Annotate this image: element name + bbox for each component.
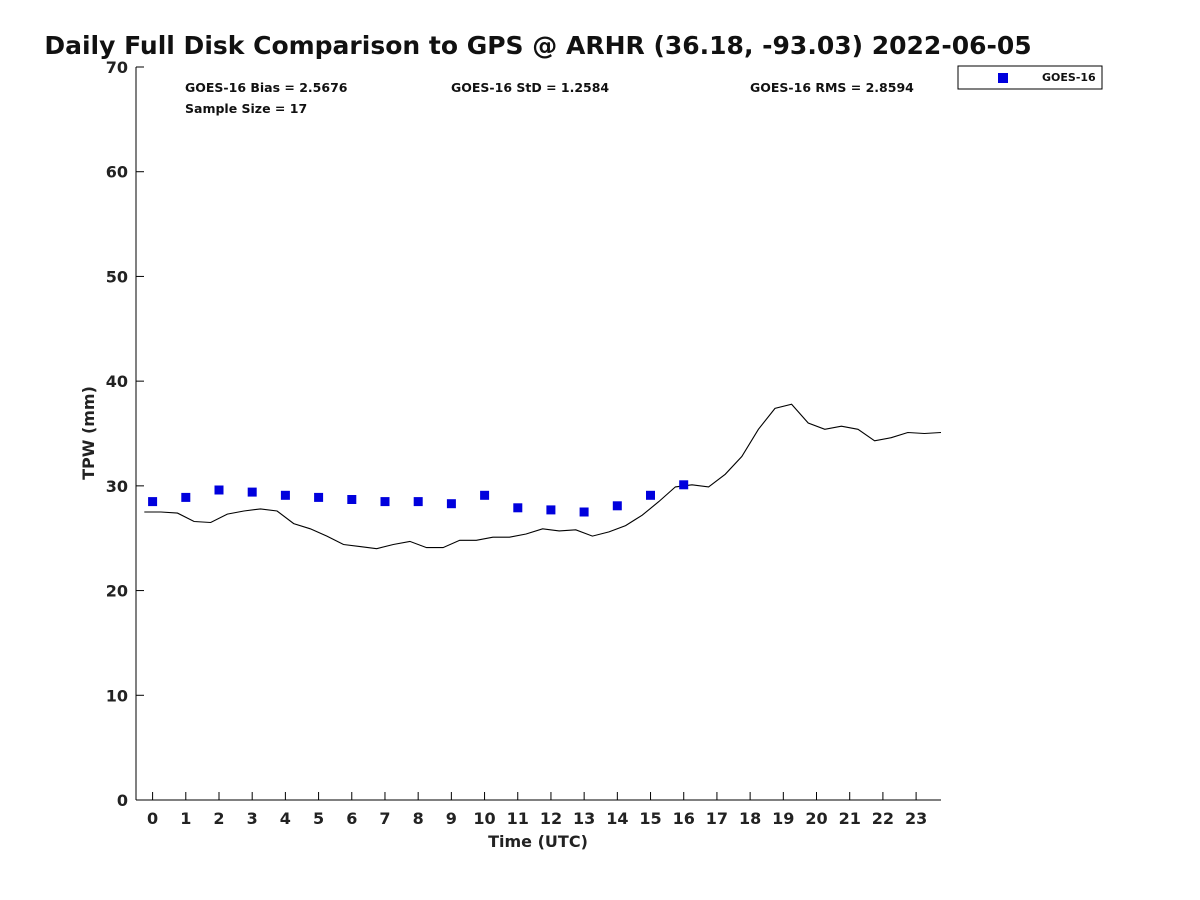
legend-box [957, 65, 1103, 90]
gps-tpw-line [144, 403, 942, 550]
rms-stat: GOES-16 RMS = 2.8594 [750, 80, 914, 95]
x-tick-label: 10 [473, 809, 495, 828]
x-tick-label: 18 [739, 809, 761, 828]
goes16-point [546, 505, 556, 515]
goes16-point [347, 495, 357, 504]
y-tick-label: 20 [106, 582, 128, 601]
y-tick-label: 30 [106, 477, 128, 496]
x-tick-label: 19 [772, 809, 794, 828]
goes16-point [314, 492, 324, 502]
goes16-point [480, 490, 490, 500]
sample-size-stat: Sample Size = 17 [185, 101, 307, 116]
y-tick-label: 70 [106, 58, 128, 77]
x-tick-label: 17 [706, 809, 728, 828]
x-tick-label: 5 [313, 809, 324, 828]
x-tick-label: 6 [346, 809, 357, 828]
x-tick-label: 14 [606, 809, 628, 828]
x-tick-label: 8 [413, 809, 424, 828]
y-tick-label: 50 [106, 267, 128, 286]
x-tick-label: 11 [507, 809, 529, 828]
legend-marker-goes16 [998, 73, 1008, 83]
bias-stat: GOES-16 Bias = 2.5676 [185, 80, 348, 95]
goes16-point [513, 503, 523, 513]
y-tick-label: 40 [106, 372, 128, 391]
goes16-point [280, 490, 290, 500]
goes16-point [148, 497, 158, 507]
chart-title: Daily Full Disk Comparison to GPS @ ARHR… [44, 31, 1031, 60]
legend-label-goes16: GOES-16 [1042, 71, 1096, 84]
x-tick-label: 1 [180, 809, 191, 828]
x-tick-label: 15 [639, 809, 661, 828]
goes16-point [247, 487, 257, 497]
series-layer [144, 403, 942, 550]
x-tick-label: 0 [147, 809, 158, 828]
x-tick-label: 21 [839, 809, 861, 828]
y-tick-label: 10 [106, 686, 128, 705]
goes16-point [679, 480, 689, 490]
goes16-point [579, 507, 589, 517]
x-tick-label: 4 [280, 809, 291, 828]
x-axis: 0 1 2 3 4 5 6 7 8 9 10 11 12 13 14 15 16 17 18 19 20 21 22 23 [136, 792, 941, 828]
x-tick-label: 16 [673, 809, 695, 828]
x-tick-label: 9 [446, 809, 457, 828]
goes16-point [214, 485, 224, 495]
legend: GOES-16 [957, 65, 1103, 90]
x-tick-label: 22 [872, 809, 894, 828]
x-axis-label: Time (UTC) [488, 832, 588, 851]
plot-area [136, 67, 941, 800]
x-tick-label: 3 [247, 809, 258, 828]
x-tick-label: 20 [805, 809, 827, 828]
y-tick-label: 60 [106, 163, 128, 182]
goes16-point [446, 499, 456, 509]
x-tick-label: 2 [213, 809, 224, 828]
y-axis-label: TPW (mm) [79, 386, 98, 480]
goes16-point [612, 501, 622, 511]
goes16-point [181, 492, 191, 502]
x-tick-label: 13 [573, 809, 595, 828]
std-stat: GOES-16 StD = 1.2584 [451, 80, 609, 95]
x-tick-label: 12 [540, 809, 562, 828]
y-axis: 0 10 20 30 40 50 60 70 [106, 58, 144, 810]
y-tick-label: 0 [117, 791, 128, 810]
goes16-point [413, 497, 423, 507]
x-tick-label: 23 [905, 809, 927, 828]
goes16-point [646, 490, 655, 500]
goes16-point [380, 497, 390, 507]
x-tick-label: 7 [379, 809, 390, 828]
